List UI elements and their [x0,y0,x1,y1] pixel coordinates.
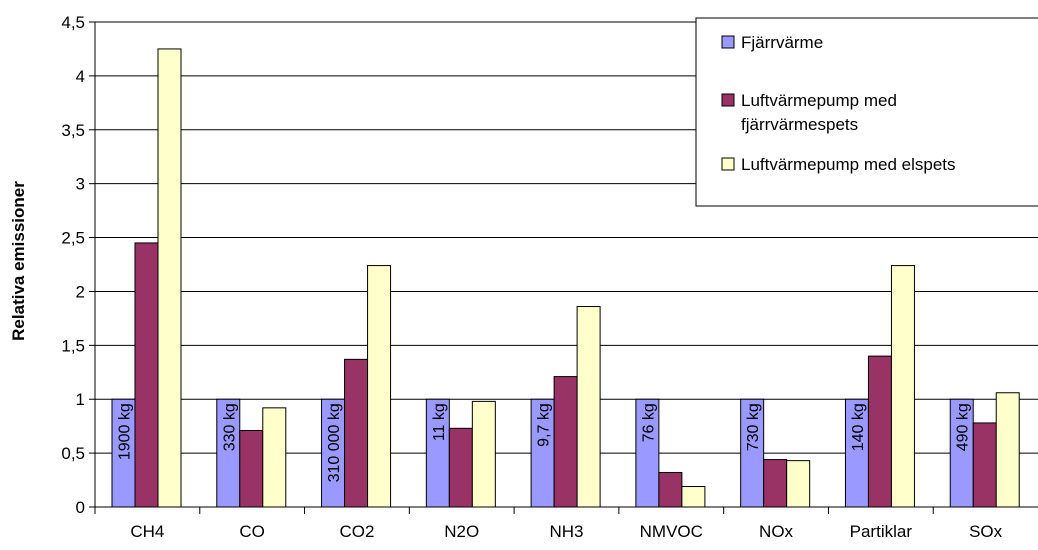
legend-box [695,17,1038,207]
bar [867,355,892,508]
bar [262,407,287,508]
bar [658,472,683,508]
bar [134,242,159,508]
bar-value-label: 9,7 kg [536,403,553,447]
y-tick-labels: 0 0,5 1 1,5 2 2,5 3 3,5 4 4,5 [61,13,85,517]
bar [553,376,578,508]
y-tick-label: 1,5 [61,336,85,355]
y-tick-label: 0,5 [61,444,85,463]
bar-value-label: 1900 kg [117,403,134,460]
bar-value-label: 11 kg [431,403,448,441]
legend-label-1-line-2: fjärrvärmespets [741,115,858,134]
y-tick-label: 2,5 [61,229,85,248]
bar-value-label: 730 kg [745,403,762,451]
bar-value-label: 76 kg [640,403,657,442]
legend: Fjärrvärme Luftvärmepump med fjärrvärmes… [695,17,1038,207]
bar [890,265,915,508]
bar [157,48,182,508]
bar-value-label: 490 kg [955,403,972,451]
x-tick-label: CH4 [130,522,164,541]
x-tick-label: NOx [759,522,794,541]
y-tick-label: 3 [76,175,85,194]
bars [111,48,1020,508]
y-axis-label: Relativa emissioner [9,181,28,341]
legend-swatch-1 [721,93,735,107]
bar [681,486,706,508]
y-tick-label: 1 [76,390,85,409]
x-tick-label: NH3 [549,522,583,541]
y-tick-label: 3,5 [61,121,85,140]
x-tick-label: NMVOC [640,522,703,541]
bar [448,427,473,508]
legend-swatch-0 [721,35,735,49]
x-tick-label: CO [239,522,265,541]
legend-label-1: Luftvärmepump med fjärrvärmespets [741,91,902,134]
bar [786,460,811,508]
x-tick-labels: CH4 CO CO2 N2O NH3 NMVOC NOx Partiklar SOx [130,522,1002,541]
bar [995,392,1020,508]
bar [367,265,392,508]
x-tick-label: N2O [444,522,479,541]
bar [471,400,496,508]
x-tick-label: Partiklar [850,522,913,541]
legend-label-0: Fjärrvärme [741,33,823,52]
bar [239,429,264,508]
legend-label-2: Luftvärmepump med elspets [741,155,956,174]
bar [576,306,601,508]
y-tick-label: 4 [76,67,85,86]
x-tick-label: SOx [969,522,1003,541]
bar [763,459,788,508]
y-tick-label: 0 [76,498,85,517]
bar-value-labels: 1900 kg 330 kg 310 000 kg 11 kg 9,7 kg 76 kg 7… [117,403,972,482]
axes [94,22,1038,508]
bar [972,422,997,508]
legend-label-1-line-1: Luftvärmepump med [741,91,897,110]
bar [344,358,369,508]
legend-swatch-2 [721,157,735,171]
y-tick-label: 4,5 [61,13,85,32]
bar-value-label: 310 000 kg [326,403,343,482]
bar-value-label: 330 kg [221,403,238,451]
y-tick-label: 2 [76,282,85,301]
x-tick-label: CO2 [339,522,374,541]
bar-value-label: 140 kg [850,403,867,451]
